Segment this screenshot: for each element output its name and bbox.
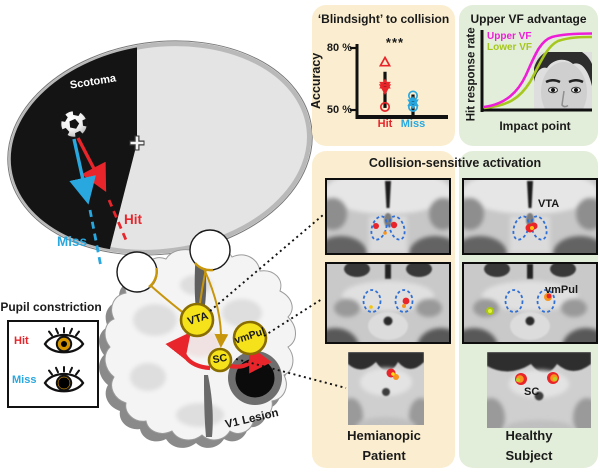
hit-response-rate-axis-label: Hit response rate bbox=[465, 27, 478, 122]
vta-node bbox=[179, 302, 215, 338]
miss-field-label: Miss bbox=[57, 234, 88, 249]
mri-vta-patient bbox=[325, 178, 451, 255]
vmpul-roi-outline bbox=[394, 289, 414, 313]
activation-blob bbox=[391, 372, 395, 376]
vmpul-roi-outline bbox=[362, 289, 382, 313]
hit-trajectory-dashed bbox=[107, 199, 128, 241]
healthy-caption: Healthy Subject bbox=[505, 428, 553, 463]
mri-sc-healthy bbox=[487, 352, 591, 428]
upper-vf-curve bbox=[483, 32, 593, 109]
eye-dilated-icon bbox=[43, 366, 85, 393]
activation-blob bbox=[369, 305, 373, 309]
face-photo bbox=[534, 52, 592, 110]
data-markers bbox=[378, 55, 419, 117]
lower-vf-curve bbox=[483, 35, 593, 110]
hair bbox=[534, 52, 592, 86]
upper-vf-panel-title: Upper VF advantage bbox=[470, 12, 587, 26]
activation-blob bbox=[373, 223, 379, 229]
pupil-box bbox=[7, 320, 99, 408]
activation-blob bbox=[383, 231, 387, 235]
activation-blob bbox=[516, 378, 520, 382]
small-pupil bbox=[61, 341, 67, 347]
activation-blob bbox=[488, 309, 492, 313]
pupil-hit-label: Hit bbox=[14, 335, 29, 347]
right-eyebrow bbox=[568, 79, 584, 84]
vmpul-node bbox=[232, 320, 268, 356]
hit-trajectory-arrow bbox=[76, 137, 107, 193]
patient-caption: Hemianopic Patient bbox=[347, 428, 421, 463]
impact-point-axis-label: Impact point bbox=[499, 119, 571, 133]
mri-vmpul-healthy bbox=[462, 262, 598, 344]
activation-blob bbox=[553, 377, 557, 381]
activation-blob bbox=[402, 304, 406, 308]
mri-vta-healthy bbox=[462, 178, 598, 255]
hit-field-label: Hit bbox=[124, 212, 142, 227]
vmpul-roi-outline bbox=[536, 289, 556, 313]
activation-blob bbox=[393, 374, 399, 380]
mri-vta-label: VTA bbox=[538, 198, 560, 210]
fixation-cross bbox=[129, 135, 145, 151]
left-eyebrow bbox=[545, 79, 561, 84]
vta-roi-outline bbox=[388, 215, 406, 241]
significance-stars: *** bbox=[385, 35, 405, 50]
ytick-50: 50 % bbox=[326, 104, 352, 116]
mri-vmpul-label: vmPul bbox=[545, 284, 579, 296]
activation-blob bbox=[530, 226, 534, 230]
mri-sc-patient bbox=[348, 352, 424, 425]
activation-blob bbox=[402, 297, 410, 305]
mri-sc-label: SC bbox=[524, 386, 540, 398]
vmpul-roi-outline bbox=[504, 289, 524, 313]
blindsight-panel-title: ‘Blindsight’ to collision bbox=[317, 12, 450, 26]
sc-node bbox=[207, 347, 233, 373]
category-hit-label: Hit bbox=[377, 118, 393, 130]
eye-constricted-icon bbox=[43, 327, 85, 354]
ytick-80: 80 % bbox=[326, 42, 352, 54]
nose bbox=[561, 90, 569, 108]
pupil-miss-label: Miss bbox=[12, 374, 37, 386]
miss-trajectory-dashed bbox=[88, 209, 103, 268]
pupil-box-title: Pupil constriction bbox=[0, 300, 102, 314]
activation-blob bbox=[546, 293, 552, 299]
miss-trajectory-arrow bbox=[69, 138, 96, 205]
legend-lower-vf: Lower VF bbox=[487, 42, 533, 53]
accuracy-chart bbox=[350, 44, 448, 119]
activation-blob bbox=[390, 221, 398, 229]
large-pupil bbox=[58, 377, 70, 389]
psychometric-chart bbox=[480, 30, 593, 112]
posterior-fissure bbox=[204, 375, 213, 437]
activation-section-title: Collision-sensitive activation bbox=[368, 156, 542, 170]
legend-upper-vf: Upper VF bbox=[487, 31, 532, 42]
category-miss-label: Miss bbox=[400, 118, 426, 130]
visual-field-illustration bbox=[0, 32, 313, 271]
mri-vmpul-patient bbox=[325, 262, 451, 344]
soccer-ball-icon bbox=[60, 110, 88, 138]
